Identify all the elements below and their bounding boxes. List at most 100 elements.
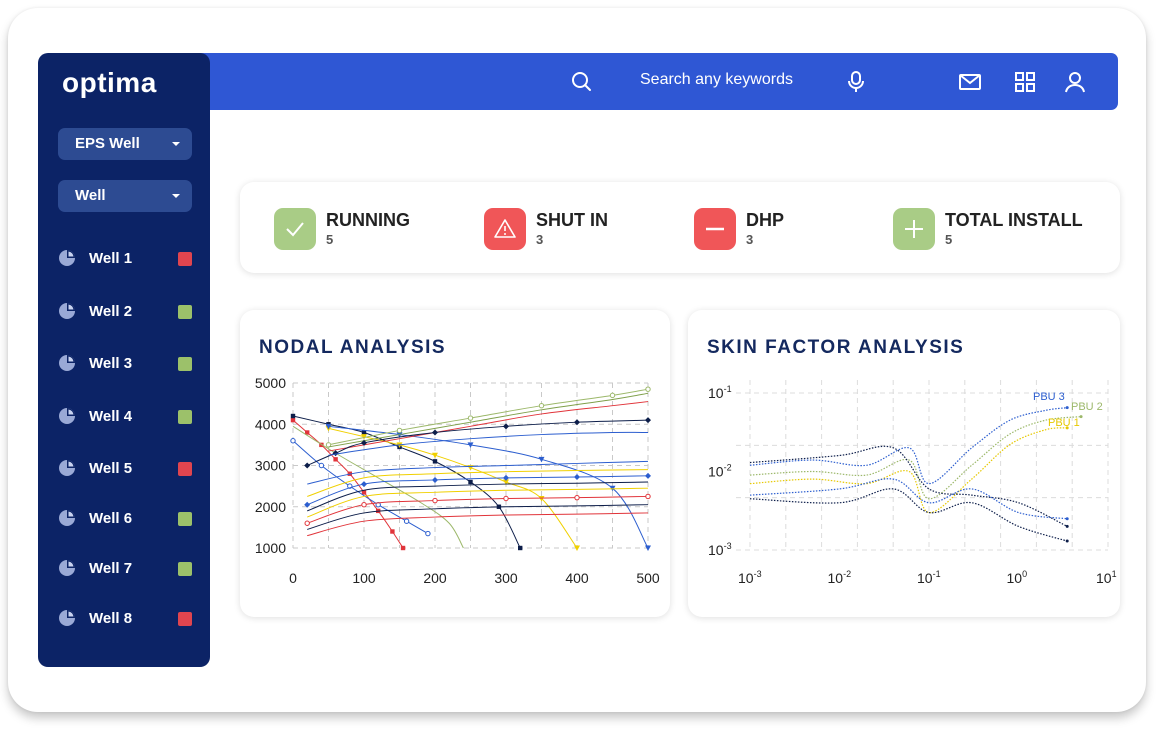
data-point — [645, 417, 651, 424]
series-line — [307, 460, 649, 485]
pie-chart-icon — [58, 509, 76, 527]
data-point — [361, 501, 367, 508]
series-line — [307, 504, 649, 530]
data-point — [645, 386, 651, 392]
data-point — [325, 442, 332, 448]
x-tick-label: 500 — [636, 570, 660, 586]
series-line — [328, 425, 649, 549]
data-point — [574, 545, 580, 551]
x-tick-label: 10-1 — [917, 569, 941, 586]
series-line — [749, 445, 1068, 527]
data-point — [432, 476, 438, 483]
series-line — [328, 401, 649, 452]
data-point — [467, 442, 474, 448]
data-point — [290, 417, 296, 423]
data-point — [574, 474, 580, 481]
data-point — [305, 430, 310, 435]
data-point — [574, 419, 580, 426]
pie-chart-icon — [58, 559, 76, 577]
mail-icon[interactable] — [958, 70, 982, 94]
data-point — [432, 452, 438, 459]
series-line — [307, 419, 649, 466]
data-point — [290, 413, 296, 419]
data-point — [609, 392, 616, 399]
stat-value: 5 — [326, 232, 334, 247]
grid-icon[interactable] — [1013, 70, 1037, 94]
data-point — [503, 474, 509, 481]
status-indicator — [178, 410, 192, 424]
data-point — [390, 529, 395, 534]
data-point — [645, 493, 651, 500]
series-line — [328, 392, 649, 448]
series-label: PBU 3 — [1033, 391, 1065, 403]
caret-down-icon — [172, 194, 180, 198]
series-line — [292, 425, 464, 549]
dropdown-label: Well — [75, 187, 106, 204]
series-line — [307, 512, 649, 537]
y-tick-label: 1000 — [255, 540, 286, 556]
sidebar-item-well-6[interactable]: Well 6 — [58, 509, 194, 531]
data-point — [361, 434, 367, 440]
data-point — [468, 479, 473, 485]
status-indicator — [178, 562, 192, 576]
data-point — [325, 423, 332, 430]
data-point — [396, 427, 403, 434]
pie-chart-icon — [58, 302, 76, 320]
series-line — [307, 481, 649, 512]
y-tick-label: 10-1 — [708, 384, 732, 401]
well-dropdown[interactable]: Well — [58, 180, 192, 212]
x-tick-label: 100 — [352, 570, 376, 586]
eps-well-dropdown[interactable]: EPS Well — [58, 128, 192, 160]
status-indicator — [178, 252, 192, 266]
series-end-point — [1065, 426, 1069, 430]
search-icon[interactable] — [570, 70, 594, 94]
series-end-point — [1065, 406, 1069, 410]
sidebar-item-well-3[interactable]: Well 3 — [58, 354, 194, 376]
status-indicator — [178, 612, 192, 626]
sidebar-item-well-4[interactable]: Well 4 — [58, 407, 194, 429]
y-tick-label: 10-2 — [708, 463, 732, 480]
y-tick-label: 10-3 — [708, 541, 732, 558]
search-input[interactable]: Search any keywords — [640, 71, 793, 88]
pie-chart-icon — [58, 609, 76, 627]
series-line — [307, 469, 649, 497]
series-end-point — [1065, 539, 1069, 543]
sidebar-item-label: Well 1 — [89, 250, 133, 267]
x-tick-label: 0 — [289, 570, 297, 586]
status-summary-card: RUNNING 5 SHUT IN 3 DHP 3 TOTAL INSTALL … — [240, 182, 1120, 273]
data-point — [432, 429, 438, 436]
data-point — [361, 490, 367, 495]
pie-chart-icon — [58, 354, 76, 372]
data-point — [361, 481, 367, 488]
sidebar-item-well-7[interactable]: Well 7 — [58, 559, 194, 581]
sidebar-item-label: Well 3 — [89, 355, 133, 372]
data-point — [403, 518, 410, 524]
data-point — [467, 415, 474, 421]
microphone-icon[interactable] — [844, 70, 868, 94]
sidebar-item-well-1[interactable]: Well 1 — [58, 249, 194, 271]
warning-icon — [484, 208, 526, 250]
dropdown-label: EPS Well — [75, 135, 140, 152]
data-point — [503, 423, 509, 430]
y-tick-label: 2000 — [255, 499, 286, 515]
data-point — [425, 530, 431, 537]
series-line — [749, 407, 1068, 485]
sidebar-item-well-2[interactable]: Well 2 — [58, 302, 194, 324]
series-line — [328, 388, 649, 446]
x-tick-label: 200 — [423, 570, 447, 586]
sidebar-item-label: Well 2 — [89, 303, 133, 320]
sidebar-item-well-5[interactable]: Well 5 — [58, 459, 194, 481]
data-point — [290, 438, 296, 444]
data-point — [432, 497, 438, 504]
stat-label: DHP — [746, 210, 785, 230]
minus-icon — [694, 208, 736, 250]
sidebar-item-well-8[interactable]: Well 8 — [58, 609, 194, 631]
user-icon[interactable] — [1063, 70, 1087, 94]
series-end-point — [1065, 524, 1069, 528]
sidebar-item-label: Well 6 — [89, 510, 133, 527]
x-tick-label: 10-3 — [738, 569, 762, 586]
sidebar: optima EPS Well Well Well 1 Well 2 Well 3 W… — [38, 53, 210, 667]
data-point — [503, 479, 509, 485]
data-point — [432, 459, 438, 464]
